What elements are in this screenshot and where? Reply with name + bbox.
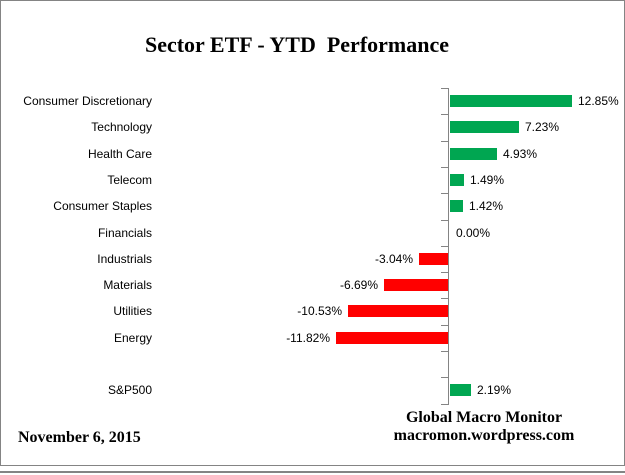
positive-bar xyxy=(450,121,519,133)
bar-row: Telecom 1.49% xyxy=(0,167,625,193)
value-label: 0.00% xyxy=(456,226,491,240)
axis-tick xyxy=(441,141,449,142)
category-label: Telecom xyxy=(107,173,152,187)
category-label: Utilities xyxy=(113,304,152,318)
value-label: 7.23% xyxy=(525,120,560,134)
credit-line-2: macromon.wordpress.com xyxy=(393,427,575,444)
category-label: Materials xyxy=(103,278,152,292)
category-label: Industrials xyxy=(97,252,152,266)
negative-bar xyxy=(348,305,448,317)
bar-row: Materials -6.69% xyxy=(0,272,625,298)
axis-tick xyxy=(441,325,449,326)
value-label: 4.93% xyxy=(503,147,538,161)
negative-bar xyxy=(336,332,448,344)
value-label: 12.85% xyxy=(578,94,619,108)
category-label: Consumer Discretionary xyxy=(23,94,152,108)
bar-row: Consumer Staples 1.42% xyxy=(0,193,625,219)
bar-row: Consumer Discretionary 12.85% xyxy=(0,88,625,114)
negative-bar xyxy=(419,253,448,265)
positive-bar xyxy=(450,95,572,107)
bar-row: Energy -11.82% xyxy=(0,325,625,351)
value-label: 1.42% xyxy=(469,199,504,213)
category-label: Health Care xyxy=(87,147,152,161)
bar-row: Utilities -10.53% xyxy=(0,298,625,324)
bar-row: Financials 0.00% xyxy=(0,220,625,246)
category-label: S&P500 xyxy=(107,383,152,397)
axis-tick xyxy=(441,193,449,194)
positive-bar xyxy=(450,200,463,212)
credit-block: Global Macro Monitor macromon.wordpress.… xyxy=(374,409,594,445)
positive-bar xyxy=(450,148,497,160)
category-label: Consumer Staples xyxy=(53,199,152,213)
axis-tick xyxy=(441,404,449,405)
negative-bar xyxy=(384,279,448,291)
value-label: 1.49% xyxy=(470,173,505,187)
bar-row: Health Care 4.93% xyxy=(0,141,625,167)
category-label: Technology xyxy=(91,120,152,134)
category-label: Energy xyxy=(113,331,152,345)
value-label: 2.19% xyxy=(477,383,512,397)
value-label: -6.69% xyxy=(339,278,378,292)
axis-tick xyxy=(441,220,449,221)
axis-tick xyxy=(441,351,449,352)
axis-tick xyxy=(441,272,449,273)
category-label: Financials xyxy=(97,226,152,240)
value-label: -10.53% xyxy=(297,304,342,318)
value-label: -11.82% xyxy=(286,331,330,345)
bar-row: Industrials -3.04% xyxy=(0,246,625,272)
positive-bar xyxy=(450,384,471,396)
bar-row: S&P500 2.19% xyxy=(0,377,625,403)
axis-tick xyxy=(441,167,449,168)
credit-line-1: Global Macro Monitor xyxy=(405,409,563,426)
date-label: November 6, 2015 xyxy=(18,429,141,446)
axis-tick xyxy=(441,246,449,247)
axis-tick xyxy=(441,298,449,299)
axis-tick xyxy=(441,88,449,89)
value-label: -3.04% xyxy=(374,252,413,266)
bar-row: Technology 7.23% xyxy=(0,114,625,140)
axis-tick xyxy=(441,377,449,378)
axis-tick xyxy=(441,114,449,115)
bottom-divider xyxy=(0,471,625,473)
chart-title: Sector ETF - YTD Performance xyxy=(144,32,450,57)
positive-bar xyxy=(450,174,464,186)
